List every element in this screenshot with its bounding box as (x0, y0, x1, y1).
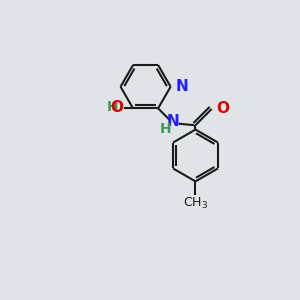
Text: O: O (217, 101, 230, 116)
Text: CH$_3$: CH$_3$ (183, 196, 208, 211)
Text: H: H (107, 100, 118, 115)
Text: O: O (110, 100, 123, 115)
Text: N: N (167, 114, 180, 129)
Text: N: N (176, 79, 189, 94)
Text: H: H (159, 122, 171, 136)
